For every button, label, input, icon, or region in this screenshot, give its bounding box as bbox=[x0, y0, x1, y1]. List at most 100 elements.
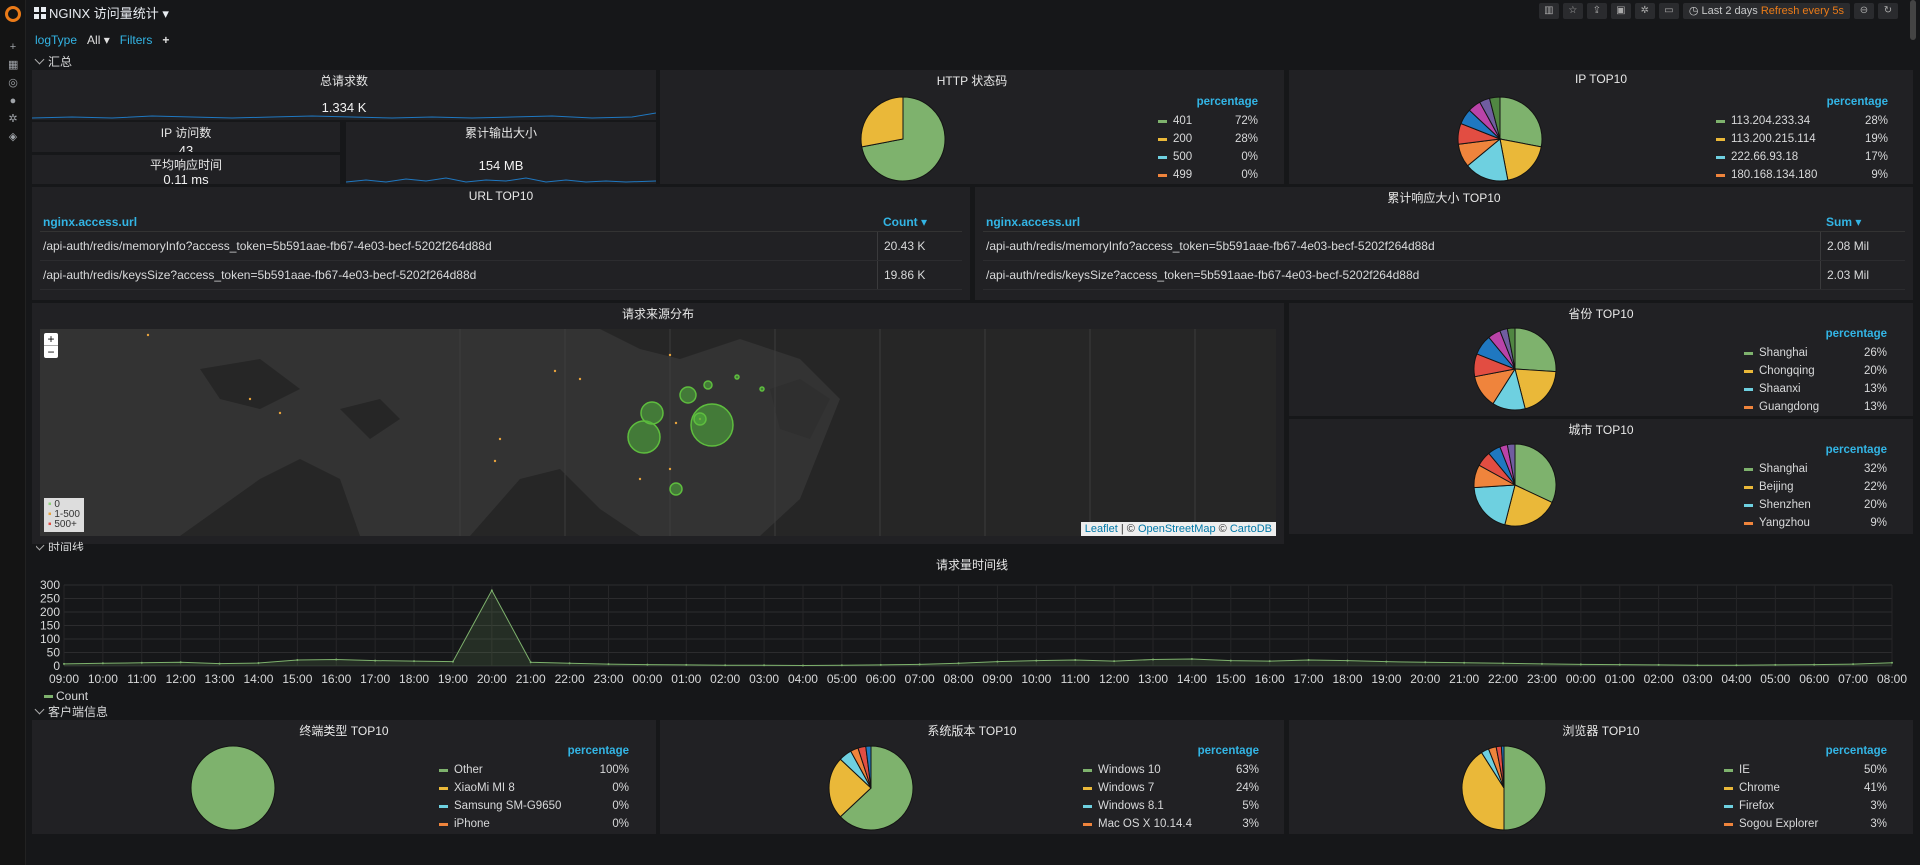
legend-label: 1-500 bbox=[54, 509, 80, 520]
series-line-count[interactable] bbox=[63, 589, 1893, 666]
save-icon[interactable]: ▣ bbox=[1610, 3, 1631, 19]
legend-item[interactable]: Chongqing 20% bbox=[1744, 362, 1887, 380]
legend-item[interactable]: Mac OS X 10.14.4 3% bbox=[1083, 815, 1259, 833]
pie-slice[interactable] bbox=[1499, 96, 1543, 148]
zoom-out-button[interactable]: − bbox=[47, 345, 55, 359]
legend-label: Samsung SM-G9650 bbox=[439, 797, 561, 815]
pie-slice[interactable] bbox=[839, 745, 914, 831]
pie-slice[interactable] bbox=[1506, 327, 1516, 370]
legend-item[interactable]: iPhone 0% bbox=[439, 815, 629, 833]
share-icon[interactable]: ⇪ bbox=[1586, 3, 1607, 19]
zoom-out-icon[interactable]: ⊖ bbox=[1854, 3, 1874, 19]
legend-item[interactable]: Sogou Explorer 3% bbox=[1724, 815, 1887, 833]
legend-item[interactable]: 499 0% bbox=[1158, 166, 1258, 184]
dashboards-icon[interactable]: ▦ bbox=[8, 59, 19, 71]
legend-item[interactable]: 113.204.233.34 28% bbox=[1716, 112, 1888, 130]
pie-slice[interactable] bbox=[1488, 96, 1501, 140]
world-map[interactable]: + − ▪ 0 ▪ 1-500 ▪ 500+ Leaflet | © OpenS… bbox=[40, 329, 1276, 536]
logtype-select[interactable]: All ▾ bbox=[87, 33, 110, 47]
map-attribution: Leaflet | © OpenStreetMap © CartoDB bbox=[1080, 522, 1276, 536]
explore-icon[interactable]: ◎ bbox=[8, 77, 18, 89]
row-summary-title[interactable]: 汇总 bbox=[34, 53, 72, 70]
legend-item[interactable]: XiaoMi MI 8 0% bbox=[439, 779, 629, 797]
col-header-count[interactable]: Count ▾ bbox=[883, 215, 928, 229]
legend-name: Shanghai bbox=[1759, 347, 1808, 359]
legend-item[interactable]: Windows 8.1 5% bbox=[1083, 797, 1259, 815]
col-header-url[interactable]: nginx.access.url bbox=[43, 215, 138, 229]
time-range-text: Last 2 days bbox=[1701, 5, 1758, 17]
pie-slice[interactable] bbox=[1500, 745, 1505, 789]
data-point bbox=[1774, 663, 1777, 666]
legend-label: Sogou Explorer bbox=[1724, 815, 1818, 833]
legend-item[interactable]: Shenzhen 20% bbox=[1744, 496, 1887, 514]
legend-item[interactable]: 500 0% bbox=[1158, 148, 1258, 166]
legend-swatch bbox=[1716, 137, 1725, 141]
osm-link[interactable]: OpenStreetMap bbox=[1137, 523, 1216, 535]
pie-slice[interactable] bbox=[1499, 138, 1542, 181]
pie-slice[interactable] bbox=[865, 745, 872, 789]
cartodb-link[interactable]: CartoDB bbox=[1229, 523, 1272, 535]
row-timeline-title[interactable]: 时间线 bbox=[36, 539, 84, 551]
add-panel-icon[interactable]: ▥ bbox=[1538, 3, 1559, 19]
pie-slice[interactable] bbox=[1514, 368, 1557, 410]
zoom-in-button[interactable]: + bbox=[44, 333, 58, 346]
panel-title: IP 访问数 bbox=[160, 126, 212, 140]
legend-item[interactable]: 113.200.215.114 19% bbox=[1716, 130, 1888, 148]
legend-item[interactable]: 200 28% bbox=[1158, 130, 1258, 148]
x-tick-label: 09:00 bbox=[982, 672, 1012, 686]
pie-slice[interactable] bbox=[1466, 138, 1509, 182]
legend-item[interactable]: Other 100% bbox=[439, 761, 629, 779]
pie-slice[interactable] bbox=[1514, 443, 1557, 504]
legend-item[interactable]: Yangzhou 9% bbox=[1744, 514, 1887, 532]
pie-slice[interactable] bbox=[1503, 745, 1547, 831]
legend-label: 500+ bbox=[54, 519, 77, 530]
legend-item[interactable]: Beijing 22% bbox=[1744, 478, 1887, 496]
pie-slice[interactable] bbox=[190, 745, 276, 831]
legend-item[interactable]: Chrome 41% bbox=[1724, 779, 1887, 797]
legend-item[interactable]: Samsung SM-G9650 0% bbox=[439, 797, 629, 815]
star-icon[interactable]: ☆ bbox=[1562, 3, 1583, 19]
col-header-url[interactable]: nginx.access.url bbox=[986, 215, 1081, 229]
tv-mode-icon[interactable]: ▭ bbox=[1658, 3, 1679, 19]
pie-slice[interactable] bbox=[828, 758, 872, 818]
grafana-logo-icon[interactable] bbox=[5, 6, 21, 22]
x-tick-label: 23:00 bbox=[593, 672, 623, 686]
plus-icon[interactable]: + bbox=[9, 41, 17, 53]
gear-icon[interactable]: ✲ bbox=[8, 113, 18, 125]
pie-slice[interactable] bbox=[1504, 484, 1553, 527]
legend-item[interactable]: IE 50% bbox=[1724, 761, 1887, 779]
x-tick-label: 21:00 bbox=[1449, 672, 1479, 686]
legend-item[interactable]: Windows 10 63% bbox=[1083, 761, 1259, 779]
legend-item[interactable]: Firefox 3% bbox=[1724, 797, 1887, 815]
leaflet-link[interactable]: Leaflet bbox=[1084, 523, 1118, 535]
page-scrollbar[interactable] bbox=[1910, 0, 1916, 40]
shield-icon[interactable]: ◈ bbox=[8, 131, 18, 143]
legend-item[interactable]: 222.66.93.18 17% bbox=[1716, 148, 1888, 166]
pie-slice[interactable] bbox=[1473, 484, 1516, 526]
legend-item[interactable]: Shanghai 32% bbox=[1744, 460, 1887, 478]
pie-slice[interactable] bbox=[860, 96, 904, 148]
legend-item[interactable]: Guangdong 13% bbox=[1744, 398, 1887, 416]
row-client-title[interactable]: 客户端信息 bbox=[34, 703, 108, 720]
sparkline bbox=[346, 177, 656, 183]
y-tick-label: 200 bbox=[40, 605, 60, 619]
legend-item[interactable]: Shanghai 26% bbox=[1744, 344, 1887, 362]
legend-name: Beijing bbox=[1759, 481, 1794, 493]
col-header-sum[interactable]: Sum ▾ bbox=[1826, 215, 1862, 229]
legend-item[interactable]: 401 72% bbox=[1158, 112, 1258, 130]
x-tick-label: 01:00 bbox=[1605, 672, 1635, 686]
refresh-icon[interactable]: ↻ bbox=[1878, 3, 1898, 19]
legend-series-name[interactable]: Count bbox=[56, 689, 89, 703]
time-picker[interactable]: ◷ Last 2 days Refresh every 5s bbox=[1682, 3, 1850, 19]
legend-item[interactable]: Shaanxi 13% bbox=[1744, 380, 1887, 398]
settings-gear-icon[interactable]: ✲ bbox=[1634, 3, 1655, 19]
add-filter-button[interactable]: + bbox=[162, 33, 170, 47]
pie-slice[interactable] bbox=[1514, 327, 1557, 373]
legend-item[interactable]: 180.168.134.180 9% bbox=[1716, 166, 1888, 184]
x-tick-label: 17:00 bbox=[1294, 672, 1324, 686]
alert-bell-icon[interactable]: ● bbox=[9, 95, 17, 107]
legend-item[interactable]: Windows 7 24% bbox=[1083, 779, 1259, 797]
dashboard-title[interactable]: NGINX 访问量统计 ▾ bbox=[34, 3, 169, 22]
pie-slice[interactable] bbox=[1506, 443, 1516, 486]
